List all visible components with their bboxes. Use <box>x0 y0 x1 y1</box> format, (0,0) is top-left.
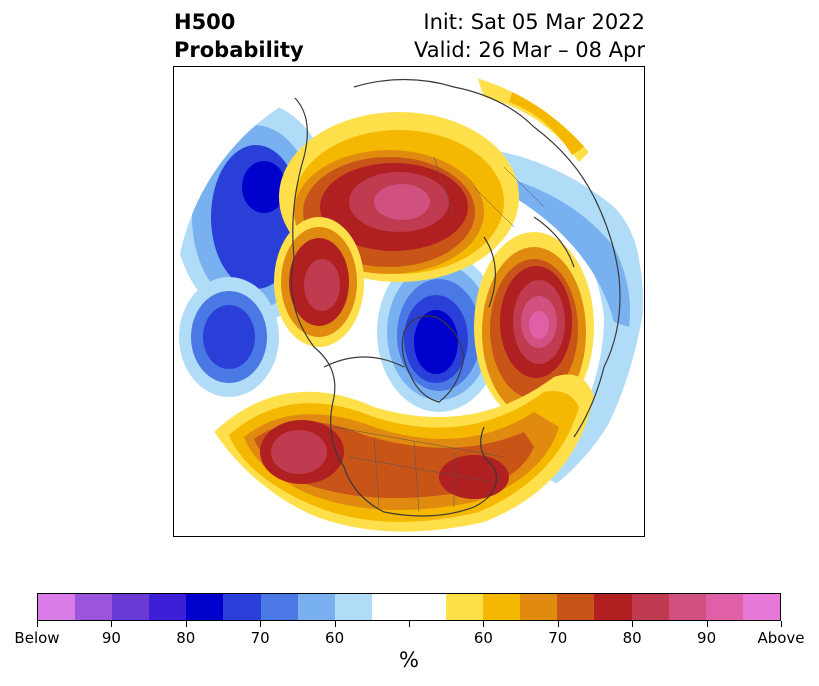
colorbar-segment <box>186 594 224 620</box>
colorbar-segment <box>371 594 409 620</box>
colorbar-segment <box>483 594 521 620</box>
anomaly-below-pacific <box>179 277 279 397</box>
colorbar-segment <box>112 594 150 620</box>
colorbar-tick <box>185 621 187 627</box>
coastlines <box>291 78 621 517</box>
title-variable: H500 <box>174 10 236 34</box>
colorbar-segment <box>446 594 484 620</box>
colorbar-tick <box>409 621 410 627</box>
colorbar-tick-label: 90 <box>697 629 717 647</box>
colorbar-tick <box>632 621 634 627</box>
colorbar-tick-label: 80 <box>176 629 196 647</box>
colorbar-segment <box>149 594 187 620</box>
colorbar-tick <box>781 621 782 627</box>
colorbar-tick-label: 70 <box>250 629 270 647</box>
colorbar-segment <box>520 594 558 620</box>
colorbar-tick <box>706 621 708 627</box>
anomaly-above-na-atlantic <box>214 374 594 532</box>
colorbar-segment <box>334 594 372 620</box>
colorbar-tick-label: Below <box>14 629 60 647</box>
colorbar-segment <box>705 594 743 620</box>
colorbar-segment <box>38 594 76 620</box>
title-subtitle: Probability <box>174 38 304 62</box>
valid-range: Valid: 26 Mar – 08 Apr <box>414 38 645 62</box>
colorbar-tick <box>557 621 559 627</box>
colorbar-segment <box>742 594 780 620</box>
colorbar-tick-label: 60 <box>473 629 493 647</box>
map-title: H500 Probability <box>174 8 304 64</box>
colorbar-segment <box>594 594 632 620</box>
colorbar-segment <box>557 594 595 620</box>
borders <box>333 156 545 513</box>
map-svg <box>175 68 643 536</box>
anomaly-above-bering <box>274 217 364 347</box>
colorbar-unit: % <box>399 648 419 672</box>
colorbar-tick <box>111 621 113 627</box>
colorbar-segment <box>631 594 669 620</box>
colorbar-segment <box>75 594 113 620</box>
colorbar-segment <box>408 594 447 620</box>
colorbar-tick-label: Above <box>757 629 805 647</box>
colorbar <box>37 593 781 621</box>
colorbar-segment <box>668 594 706 620</box>
colorbar-ticks <box>37 621 782 629</box>
colorbar-segment <box>223 594 261 620</box>
colorbar-tick-label: 90 <box>101 629 121 647</box>
colorbar-segment <box>260 594 298 620</box>
colorbar-tick-label: 60 <box>325 629 345 647</box>
init-date: Init: Sat 05 Mar 2022 <box>423 10 645 34</box>
colorbar-segment <box>297 594 335 620</box>
anomaly-below-greenland <box>377 252 501 412</box>
anomaly-above-ural <box>474 232 594 422</box>
anomaly-above-north-atlantic-top <box>474 68 594 162</box>
colorbar-tick <box>334 621 336 627</box>
forecast-dates: Init: Sat 05 Mar 2022 Valid: 26 Mar – 08… <box>414 8 645 64</box>
colorbar-tick <box>37 621 38 627</box>
colorbar-tick-label: 70 <box>548 629 568 647</box>
colorbar-tick <box>260 621 262 627</box>
probability-map <box>173 66 645 537</box>
colorbar-tick-label: 80 <box>622 629 642 647</box>
colorbar-tick <box>483 621 485 627</box>
